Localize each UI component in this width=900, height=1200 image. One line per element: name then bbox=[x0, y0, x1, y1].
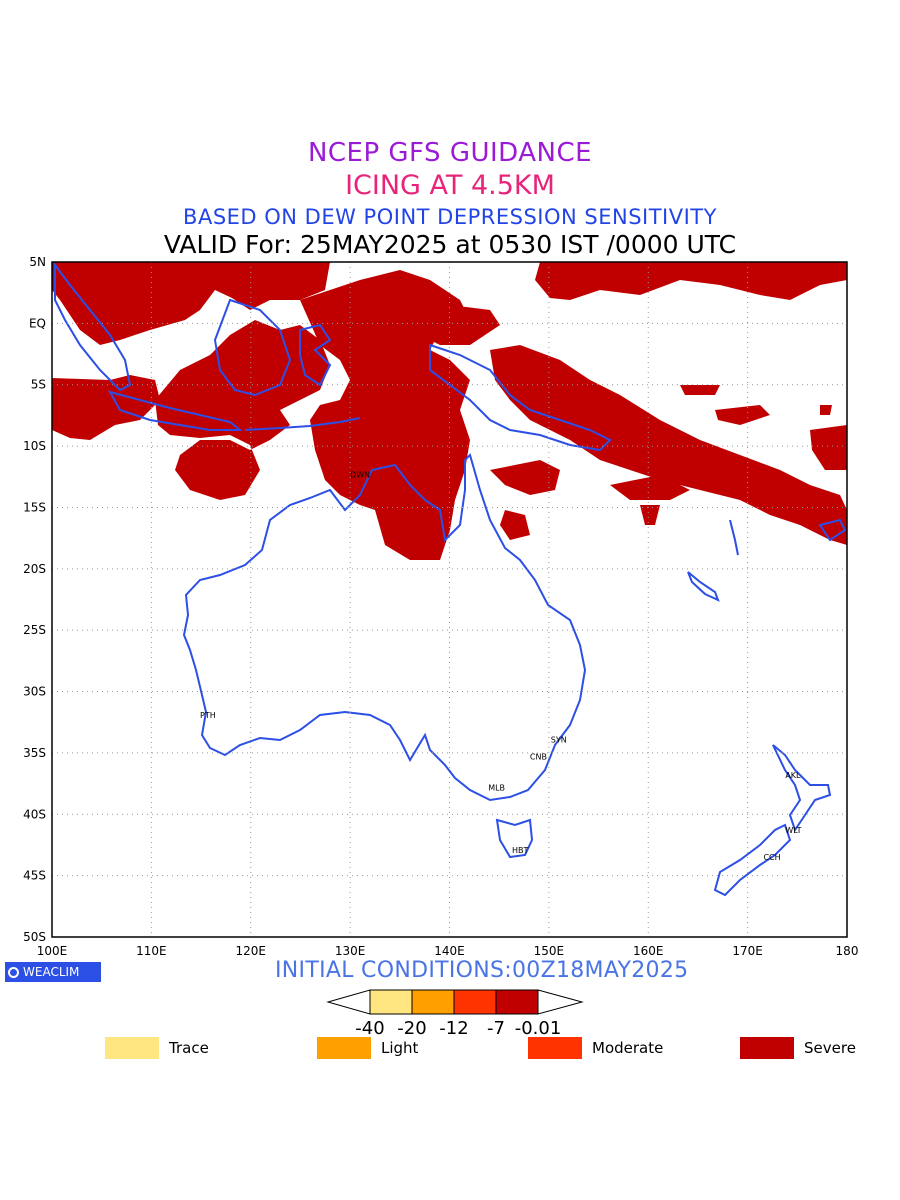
icing-area bbox=[535, 262, 847, 300]
coastline-borneo bbox=[213, 298, 292, 397]
city-labels: DWN PTH SYN CNB MLB HBT AKL WLT CCH bbox=[200, 470, 802, 862]
colorbar-label: -12 bbox=[439, 1018, 468, 1039]
city-label-wlt: WLT bbox=[785, 826, 801, 835]
lat-tick-label: 40S bbox=[23, 807, 46, 821]
title-method: BASED ON DEW POINT DEPRESSION SENSITIVIT… bbox=[183, 205, 717, 229]
icing-area bbox=[610, 475, 690, 500]
lat-tick-label: 10S bbox=[23, 439, 46, 453]
icing-area bbox=[640, 505, 660, 525]
coastline-tasmania bbox=[495, 818, 534, 859]
city-label-syn: SYN bbox=[551, 735, 567, 744]
lat-tick-label: 30S bbox=[23, 685, 46, 699]
lat-tick-label: 50S bbox=[23, 930, 46, 944]
lat-tick-label: 15S bbox=[23, 500, 46, 514]
map-content bbox=[52, 262, 847, 897]
colorbar-right-arrow bbox=[537, 989, 584, 1015]
icing-area bbox=[490, 460, 560, 495]
icing-area bbox=[155, 320, 330, 500]
lon-tick-label: 170E bbox=[732, 944, 763, 958]
lon-tick-label: 150E bbox=[534, 944, 565, 958]
legend-label: Moderate bbox=[592, 1039, 664, 1057]
colorbar-label: -20 bbox=[397, 1018, 426, 1039]
lon-tick-label: 100E bbox=[37, 944, 68, 958]
lat-tick-label: EQ bbox=[29, 316, 46, 330]
coastline-australia bbox=[182, 453, 587, 802]
icing-area bbox=[52, 262, 330, 345]
legend-label: Light bbox=[381, 1039, 419, 1057]
lon-tick-label: 130E bbox=[335, 944, 366, 958]
icing-area bbox=[500, 510, 530, 540]
icing-area bbox=[820, 405, 832, 415]
legend-swatch bbox=[105, 1037, 159, 1059]
weaclim-logo: WEACLIM bbox=[5, 962, 101, 982]
coastline-nz-south bbox=[713, 823, 792, 897]
coastline-nz-north bbox=[772, 744, 832, 833]
colorbar-segment bbox=[453, 989, 497, 1015]
colorbar-label: -0.01 bbox=[515, 1018, 562, 1039]
lon-tick-label: 160E bbox=[633, 944, 664, 958]
initial-conditions: INITIAL CONDITIONS:00Z18MAY2025 bbox=[275, 958, 689, 983]
lon-tick-label: 180 bbox=[836, 944, 859, 958]
lon-tick-label: 120E bbox=[236, 944, 267, 958]
legend-swatch bbox=[528, 1037, 582, 1059]
legend-label: Severe bbox=[804, 1039, 856, 1057]
legend-label: Trace bbox=[169, 1039, 209, 1057]
legend-item-light: Light bbox=[317, 1037, 418, 1059]
lat-tick-label: 5N bbox=[29, 255, 46, 269]
city-label-cch: CCH bbox=[763, 853, 780, 862]
legend-swatch bbox=[317, 1037, 371, 1059]
coastline-new-guinea bbox=[429, 343, 612, 452]
colorbar-label: -7 bbox=[487, 1018, 505, 1039]
city-label-dwn: DWN bbox=[350, 470, 370, 479]
coastline-new-caledonia bbox=[687, 571, 720, 602]
title-parameter: ICING AT 4.5KM bbox=[345, 170, 555, 201]
lat-tick-label: 5S bbox=[31, 378, 46, 392]
title-valid-time: VALID For: 25MAY2025 at 0530 IST /0000 U… bbox=[163, 230, 737, 259]
icing-area bbox=[715, 405, 770, 425]
latitude-axis: 5N EQ 5S 10S 15S 20S 25S 30S 35S 40S 45S 50S bbox=[23, 255, 46, 944]
lon-tick-label: 140E bbox=[434, 944, 465, 958]
coastline-lesser-sunda bbox=[244, 417, 361, 431]
legend-item-trace: Trace bbox=[105, 1037, 209, 1059]
coastline-fiji bbox=[818, 518, 847, 542]
icing-area bbox=[680, 385, 720, 395]
legend-swatch bbox=[740, 1037, 794, 1059]
icing-area bbox=[810, 425, 847, 470]
coastline-sumatra bbox=[54, 262, 132, 392]
city-label-mlb: MLB bbox=[488, 783, 505, 792]
map-frame bbox=[51, 261, 848, 938]
logo-circle-icon bbox=[8, 966, 19, 978]
colorbar-segment bbox=[411, 989, 455, 1015]
icing-area bbox=[52, 375, 160, 440]
coastline-sulawesi bbox=[299, 323, 332, 387]
severe-icing-areas bbox=[52, 262, 847, 560]
colorbar-segment bbox=[369, 989, 413, 1015]
lat-tick-label: 45S bbox=[23, 869, 46, 883]
icing-area bbox=[300, 270, 470, 560]
logo-text: WEACLIM bbox=[23, 965, 80, 979]
lat-tick-label: 35S bbox=[23, 746, 46, 760]
longitude-axis: 100E 110E 120E 130E 140E 150E 160E 170E 180 bbox=[37, 944, 859, 958]
title-model: NCEP GFS GUIDANCE bbox=[307, 138, 593, 168]
coastlines bbox=[54, 262, 847, 897]
legend-item-moderate: Moderate bbox=[528, 1037, 663, 1059]
icing-area bbox=[410, 305, 500, 345]
city-label-cnb: CNB bbox=[530, 753, 547, 762]
coastline-java bbox=[107, 390, 243, 431]
lat-tick-label: 20S bbox=[23, 562, 46, 576]
colorbar-labels: -40 -20 -12 -7 -0.01 bbox=[355, 1018, 561, 1039]
lat-tick-label: 25S bbox=[23, 623, 46, 637]
city-label-pth: PTH bbox=[200, 711, 216, 720]
icing-area bbox=[490, 345, 847, 545]
colorbar-label: -40 bbox=[355, 1018, 384, 1039]
colorbar-segment bbox=[495, 989, 539, 1015]
legend-item-severe: Severe bbox=[740, 1037, 856, 1059]
city-label-akl: AKL bbox=[785, 771, 801, 780]
colorbar-left-arrow bbox=[326, 989, 371, 1015]
coastline-vanuatu bbox=[729, 519, 739, 556]
colorbar bbox=[326, 989, 584, 1015]
city-label-hbt: HBT bbox=[512, 846, 529, 855]
lon-tick-label: 110E bbox=[136, 944, 167, 958]
